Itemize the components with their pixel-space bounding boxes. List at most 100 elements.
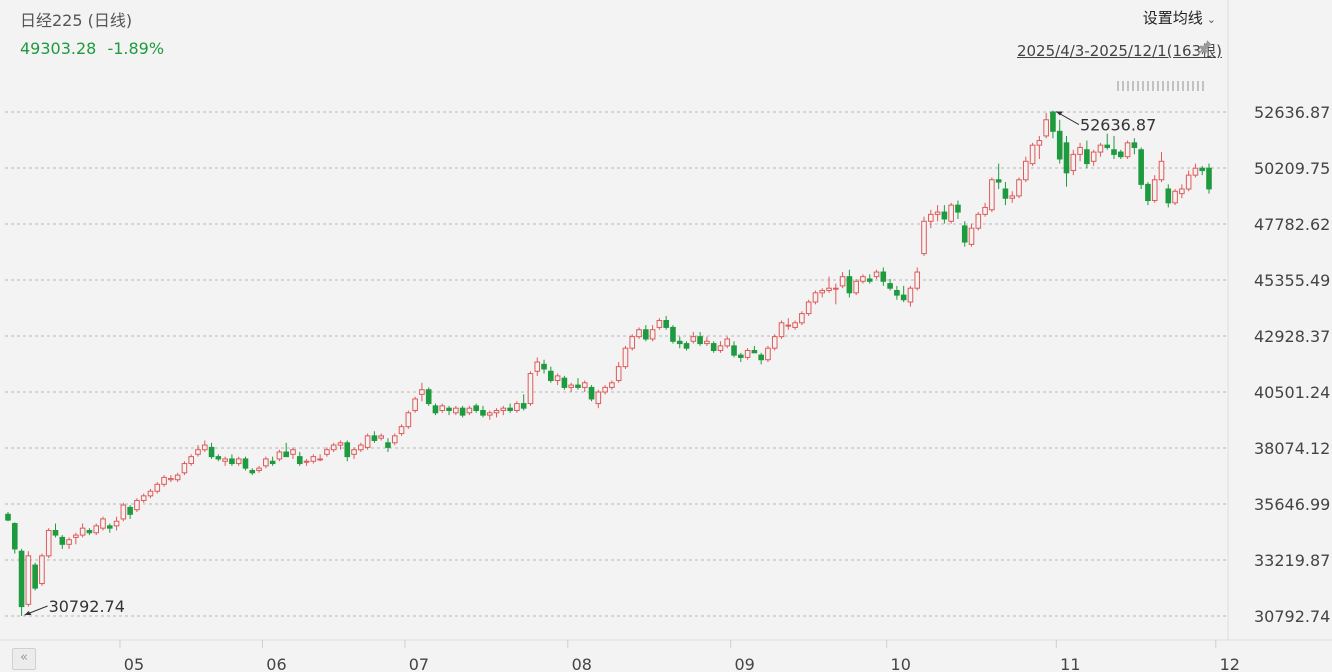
date-range-link[interactable]: 2025/4/3-2025/12/1(163根) bbox=[1016, 42, 1222, 60]
candle bbox=[235, 456, 242, 466]
candle-body bbox=[195, 449, 201, 455]
candle-body bbox=[364, 435, 371, 448]
candle-body bbox=[303, 460, 310, 463]
candle bbox=[39, 553, 45, 586]
candle-body bbox=[439, 405, 446, 411]
x-tick-label: 05 bbox=[124, 655, 144, 672]
candle bbox=[5, 512, 11, 522]
x-tick-label: 07 bbox=[409, 655, 429, 672]
candle-body bbox=[907, 287, 914, 303]
candle bbox=[195, 445, 201, 457]
candle-body bbox=[710, 343, 717, 351]
ma-setting-label: 设置均线 bbox=[1142, 9, 1203, 27]
candle bbox=[459, 405, 466, 418]
candle bbox=[208, 442, 215, 459]
candle bbox=[181, 461, 188, 476]
candle bbox=[66, 537, 72, 549]
candle-body bbox=[1158, 160, 1165, 181]
candle bbox=[317, 454, 323, 462]
candle bbox=[263, 456, 269, 469]
candle-body bbox=[324, 449, 330, 455]
candle bbox=[629, 334, 636, 351]
candle bbox=[486, 410, 493, 420]
candle-body bbox=[100, 518, 106, 529]
candle bbox=[296, 452, 303, 466]
y-tick-label: 40501.24 bbox=[1254, 383, 1330, 402]
candle bbox=[1002, 182, 1009, 206]
candle bbox=[575, 378, 581, 390]
candle bbox=[995, 163, 1002, 189]
candle bbox=[554, 373, 561, 386]
candle bbox=[140, 493, 147, 503]
candle bbox=[744, 348, 751, 360]
pin-icon[interactable] bbox=[1196, 38, 1214, 56]
candle bbox=[100, 516, 106, 531]
candle bbox=[514, 401, 520, 413]
x-tick-label: 10 bbox=[891, 655, 911, 672]
candle-body bbox=[961, 225, 968, 243]
candle-body bbox=[1185, 174, 1192, 190]
candle-body bbox=[609, 382, 615, 388]
candle bbox=[446, 405, 452, 416]
candle-body bbox=[79, 527, 86, 536]
candle-body bbox=[59, 536, 66, 545]
candle bbox=[520, 394, 527, 411]
candle bbox=[493, 408, 500, 418]
candle bbox=[201, 440, 208, 453]
candle bbox=[636, 327, 642, 339]
candle bbox=[106, 523, 113, 533]
y-tick-label: 30792.74 bbox=[1254, 607, 1330, 626]
y-tick-label: 35646.99 bbox=[1254, 495, 1330, 514]
candle bbox=[11, 522, 18, 554]
last-price: 49303.28 bbox=[20, 39, 97, 58]
candle-body bbox=[785, 324, 792, 327]
candle-body bbox=[32, 564, 38, 589]
candle-body bbox=[276, 451, 283, 460]
candle-body bbox=[412, 398, 418, 411]
candle bbox=[615, 362, 622, 383]
candle-body bbox=[1002, 188, 1009, 199]
candle-body bbox=[514, 403, 520, 411]
candle bbox=[853, 278, 859, 296]
candle-body bbox=[140, 495, 147, 501]
candle bbox=[907, 285, 914, 307]
candle-body bbox=[615, 366, 622, 381]
candle bbox=[242, 456, 249, 471]
candle bbox=[846, 269, 853, 298]
candle-body bbox=[812, 292, 819, 303]
candle bbox=[330, 442, 337, 453]
candle bbox=[819, 288, 826, 298]
candle-body bbox=[663, 320, 669, 328]
y-tick-label: 47782.62 bbox=[1254, 215, 1330, 234]
candle-body bbox=[1124, 142, 1131, 158]
candle bbox=[833, 283, 839, 305]
candle-body bbox=[724, 338, 731, 347]
candle bbox=[799, 311, 805, 326]
candle-body bbox=[758, 354, 764, 361]
candle-body bbox=[1063, 142, 1070, 174]
candle-body bbox=[371, 435, 378, 441]
candle bbox=[1206, 163, 1212, 194]
candle bbox=[1104, 133, 1111, 150]
scroll-left-button[interactable]: « bbox=[12, 648, 36, 670]
candle-body bbox=[989, 179, 995, 211]
candle-body bbox=[1070, 153, 1077, 172]
min-annotation: 30792.74 bbox=[49, 597, 125, 616]
ma-setting-button[interactable]: 设置均线 ⌄ bbox=[1143, 7, 1216, 28]
candle bbox=[948, 202, 954, 224]
candle bbox=[1050, 110, 1056, 139]
candle-body bbox=[1009, 195, 1016, 199]
y-tick-label: 33219.87 bbox=[1254, 551, 1330, 570]
x-axis: 05 06 07 08 09 10 11 12 bbox=[119, 640, 1240, 672]
candle-body bbox=[310, 456, 317, 462]
candle-body bbox=[344, 442, 351, 458]
candle-body bbox=[425, 389, 432, 405]
candle-body bbox=[588, 386, 595, 400]
candle-body bbox=[86, 529, 93, 534]
candle-body bbox=[568, 384, 574, 388]
candle bbox=[290, 447, 296, 459]
candle-body bbox=[1084, 149, 1090, 165]
candle-body bbox=[283, 451, 289, 458]
candle-body bbox=[1043, 119, 1049, 137]
